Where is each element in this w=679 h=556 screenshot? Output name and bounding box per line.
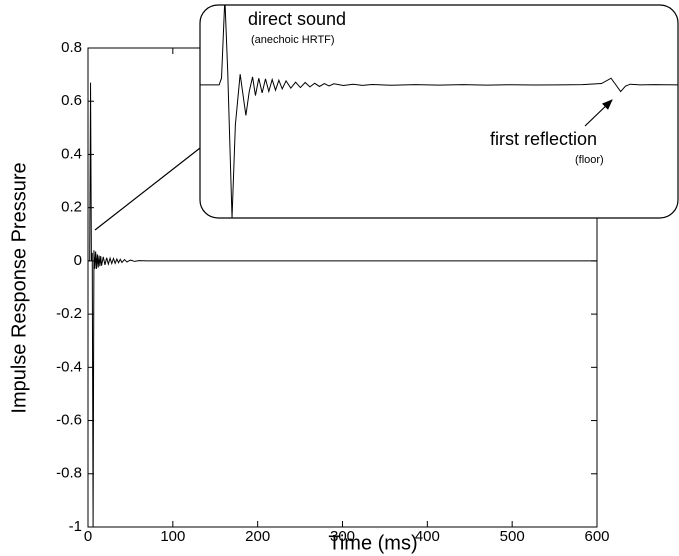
inset-title: direct sound bbox=[248, 9, 346, 29]
x-tick-label: 0 bbox=[84, 528, 92, 545]
x-tick-label: 400 bbox=[415, 528, 440, 545]
arrow bbox=[584, 99, 613, 127]
x-tick-label: 200 bbox=[245, 528, 270, 545]
main-plot: 0 100 200 300 400 500 600 -1 -0.8 -0.6 -0.4 -0.2 0 0.… bbox=[56, 39, 609, 545]
y-tick-label: 0.4 bbox=[61, 145, 82, 162]
y-tick-label: -0.2 bbox=[56, 305, 82, 322]
inset-plot bbox=[200, 5, 678, 218]
y-tick-label: -0.4 bbox=[56, 358, 82, 375]
x-tick-label: 600 bbox=[584, 528, 609, 545]
inset-subtitle: (anechoic HRTF) bbox=[251, 34, 335, 46]
y-tick-label: 0 bbox=[74, 252, 82, 269]
inset-frame bbox=[199, 4, 679, 219]
x-axis-label: Time (ms) bbox=[328, 532, 417, 554]
arrow bbox=[94, 133, 219, 231]
x-tick-label: 100 bbox=[160, 528, 185, 545]
x-tick-label: 300 bbox=[330, 528, 355, 545]
annotation: first reflection bbox=[490, 129, 597, 149]
y-tick-label: 0.8 bbox=[61, 39, 82, 56]
y-tick-label: -0.6 bbox=[56, 412, 82, 429]
x-tick-label: 500 bbox=[500, 528, 525, 545]
y-tick-label: 0.6 bbox=[61, 92, 82, 109]
y-tick-label: 0.2 bbox=[61, 199, 82, 216]
annotation-note: (floor) bbox=[575, 154, 604, 166]
y-axis-label: Impulse Response Pressure bbox=[8, 162, 30, 413]
y-tick-label: -0.8 bbox=[56, 465, 82, 482]
data-line bbox=[200, 5, 678, 218]
data-line bbox=[88, 82, 597, 528]
y-tick-label: -1 bbox=[69, 518, 82, 535]
